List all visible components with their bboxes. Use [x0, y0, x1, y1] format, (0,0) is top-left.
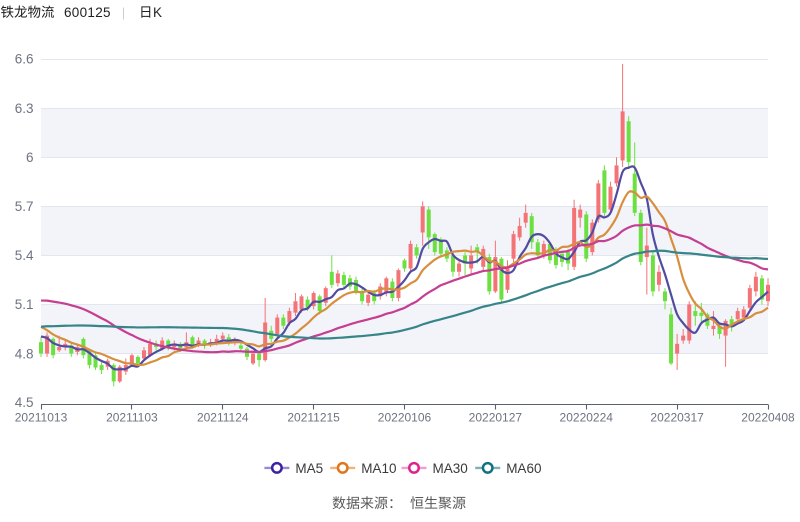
svg-text:20220106: 20220106: [378, 410, 432, 424]
svg-text:6.3: 6.3: [15, 101, 34, 116]
svg-text:4.8: 4.8: [15, 346, 34, 361]
svg-text:MA60: MA60: [506, 461, 541, 476]
svg-text:5.1: 5.1: [15, 297, 34, 312]
svg-text:K: K: [153, 5, 162, 20]
svg-text:4.5: 4.5: [15, 395, 34, 410]
svg-text:20220317: 20220317: [650, 410, 704, 424]
svg-text:5.4: 5.4: [15, 248, 34, 263]
svg-text:20220127: 20220127: [469, 410, 523, 424]
svg-text:6.6: 6.6: [15, 52, 34, 67]
svg-text:6: 6: [26, 150, 34, 165]
svg-text:20220224: 20220224: [560, 410, 614, 424]
svg-text:MA5: MA5: [295, 461, 323, 476]
svg-text:600125: 600125: [64, 5, 111, 20]
svg-text:5.7: 5.7: [15, 199, 34, 214]
svg-text:20211013: 20211013: [15, 410, 68, 424]
svg-text:20211215: 20211215: [287, 410, 340, 424]
svg-text:MA30: MA30: [433, 461, 468, 476]
svg-text:MA10: MA10: [361, 461, 396, 476]
svg-text:20220408: 20220408: [741, 410, 795, 424]
svg-text:20211124: 20211124: [197, 410, 249, 424]
svg-text:20211103: 20211103: [106, 410, 158, 424]
